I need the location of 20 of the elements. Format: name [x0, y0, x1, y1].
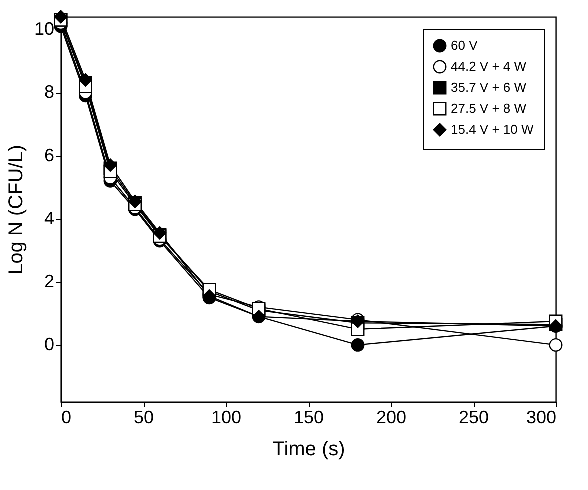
y-tick-label: 10	[34, 19, 54, 40]
y-tick-label: 2	[44, 272, 54, 292]
x-axis-title: Time (s)	[272, 438, 346, 460]
legend-label: 15.4 V + 10 W	[451, 122, 534, 137]
x-tick-label: 300	[526, 408, 556, 428]
x-tick-label: 0	[62, 408, 72, 428]
x-tick-label: 50	[134, 408, 154, 428]
legend-label: 27.5 V + 8 W	[451, 101, 528, 116]
y-tick-label: 6	[44, 145, 54, 166]
y-tick-label: 4	[44, 208, 54, 228]
x-tick-label: 100	[211, 408, 242, 428]
legend-label: 44.2 V + 4 W	[451, 59, 528, 74]
legend-label: 35.7 V + 6 W	[451, 80, 528, 95]
legend-label: 60 V	[451, 38, 478, 53]
y-tick-label: 0	[44, 334, 54, 355]
y-axis-title: Log N (CFU/L)	[5, 144, 28, 276]
y-tick-label: 8	[44, 82, 54, 102]
x-tick-label: 150	[294, 408, 324, 428]
x-tick-label: 250	[458, 408, 490, 428]
x-tick-label: 200	[376, 408, 407, 428]
